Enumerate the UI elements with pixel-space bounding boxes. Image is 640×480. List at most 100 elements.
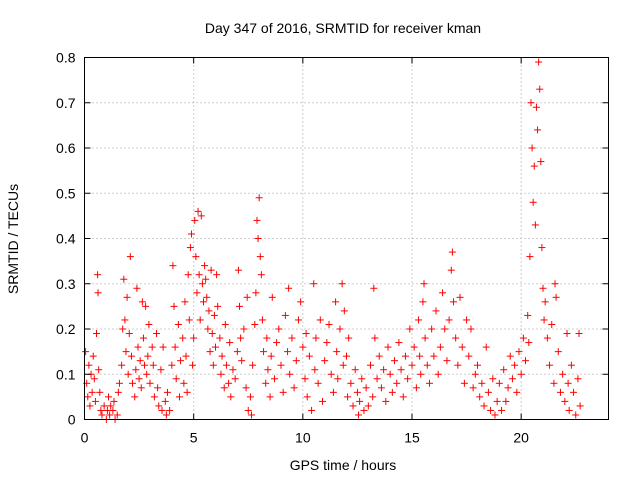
- data-point: [159, 343, 167, 351]
- data-point: [308, 406, 316, 414]
- data-point: [94, 271, 102, 279]
- data-point: [203, 293, 211, 301]
- data-point: [391, 357, 399, 365]
- data-point: [279, 388, 287, 396]
- data-point: [530, 162, 538, 170]
- axis-ticks: 0 0.1 0.2 0.3 0.4 0.5 0.6 0.7 0.8 0 5 10 15 20: [56, 50, 609, 446]
- data-point: [175, 393, 183, 401]
- data-point: [498, 406, 506, 414]
- data-point: [120, 275, 128, 283]
- data-point: [439, 289, 447, 297]
- data-point: [467, 325, 475, 333]
- data-point: [246, 393, 254, 401]
- data-point: [508, 375, 516, 383]
- data-point: [393, 379, 401, 387]
- data-point: [182, 352, 190, 360]
- data-point: [316, 316, 324, 324]
- data-point: [129, 379, 137, 387]
- data-point: [226, 339, 234, 347]
- data-point: [415, 316, 423, 324]
- data-point: [196, 316, 204, 324]
- data-point: [511, 361, 519, 369]
- data-point: [171, 343, 179, 351]
- data-point: [564, 379, 572, 387]
- data-point: [576, 402, 584, 410]
- chart-title: Day 347 of 2016, SRMTID for receiver kma…: [205, 20, 481, 36]
- data-point: [119, 325, 127, 333]
- data-point: [556, 388, 564, 396]
- data-point: [310, 280, 318, 288]
- data-point: [529, 198, 537, 206]
- data-point: [204, 325, 212, 333]
- data-point: [202, 275, 210, 283]
- data-point: [281, 311, 289, 319]
- data-point: [570, 388, 578, 396]
- data-point: [172, 375, 180, 383]
- data-point: [142, 302, 150, 310]
- data-point: [338, 280, 346, 288]
- data-point: [559, 370, 567, 378]
- data-point: [258, 316, 266, 324]
- data-point: [144, 352, 152, 360]
- data-point: [333, 348, 341, 356]
- data-point: [506, 352, 514, 360]
- data-point: [94, 289, 102, 297]
- data-point: [297, 298, 305, 306]
- data-point: [207, 266, 215, 274]
- y-tick-label: 0.6: [56, 140, 76, 156]
- data-point: [260, 348, 268, 356]
- data-point: [340, 307, 348, 315]
- data-point: [303, 393, 311, 401]
- data-point: [110, 397, 118, 405]
- data-point: [126, 253, 134, 261]
- y-axis-label: SRMTID / TECUs: [5, 184, 21, 294]
- y-tick-label: 0.1: [56, 366, 76, 382]
- data-point: [118, 361, 126, 369]
- data-point: [373, 375, 381, 383]
- data-point: [436, 343, 444, 351]
- y-tick-label: 0.7: [56, 95, 76, 111]
- data-point: [572, 411, 580, 419]
- data-point: [141, 361, 149, 369]
- data-point: [449, 298, 457, 306]
- x-tick-label: 10: [295, 430, 311, 446]
- y-tick-label: 0.4: [56, 231, 76, 247]
- data-point: [183, 388, 191, 396]
- data-point: [105, 393, 113, 401]
- data-point: [478, 379, 486, 387]
- data-point: [93, 330, 101, 338]
- data-point: [574, 375, 582, 383]
- data-point: [267, 352, 275, 360]
- data-point: [567, 361, 575, 369]
- data-point: [155, 402, 163, 410]
- data-point: [332, 298, 340, 306]
- data-point: [375, 352, 383, 360]
- data-point: [288, 334, 296, 342]
- data-point: [149, 361, 157, 369]
- data-point: [469, 384, 477, 392]
- data-point: [85, 361, 93, 369]
- data-point: [238, 357, 246, 365]
- data-point: [216, 334, 224, 342]
- data-point: [177, 357, 185, 365]
- x-tick-label: 5: [190, 430, 198, 446]
- data-point: [351, 366, 359, 374]
- data-point: [397, 366, 405, 374]
- data-point: [97, 406, 105, 414]
- data-point: [329, 388, 337, 396]
- data-point: [244, 406, 252, 414]
- data-point: [249, 361, 257, 369]
- data-point: [185, 316, 193, 324]
- data-point: [191, 216, 199, 224]
- data-point: [311, 366, 319, 374]
- data-point: [179, 334, 187, 342]
- data-point: [133, 284, 141, 292]
- data-point: [285, 284, 293, 292]
- data-point: [277, 361, 285, 369]
- data-point: [428, 325, 436, 333]
- data-point: [95, 366, 103, 374]
- data-point: [106, 411, 114, 419]
- data-point: [548, 320, 556, 328]
- data-point: [539, 284, 547, 292]
